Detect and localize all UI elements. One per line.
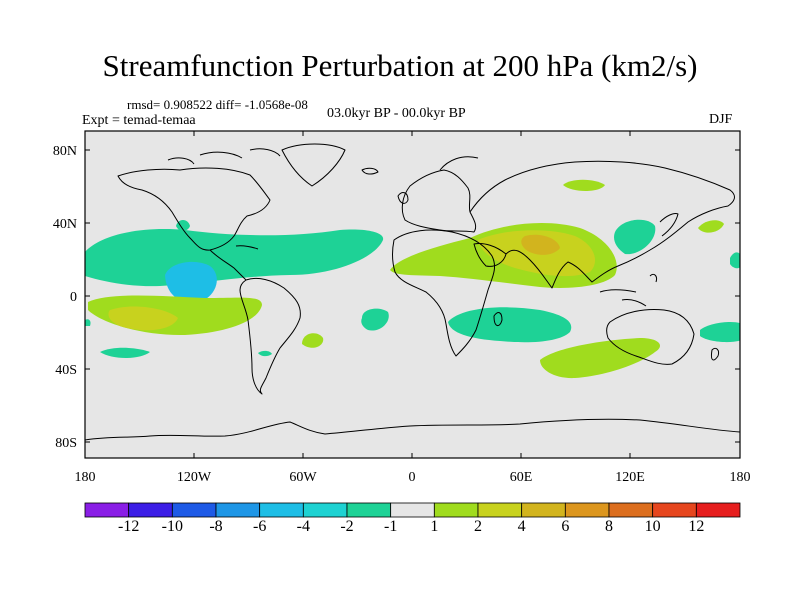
longitude-label: 120E bbox=[615, 470, 645, 485]
plot-title: Streamfunction Perturbation at 200 hPa (… bbox=[102, 48, 698, 83]
colorbar-swatch bbox=[346, 502, 392, 518]
coast-greenland bbox=[281, 143, 346, 187]
colorbar-labels: -12 -10 -8 -6 -4 -2 -1 1 2 4 6 8 10 12 bbox=[118, 518, 704, 535]
colorbar-label: -1 bbox=[384, 518, 397, 535]
colorbar-label: 8 bbox=[605, 518, 613, 535]
colorbar-swatch bbox=[564, 502, 610, 518]
colorbar-label: -4 bbox=[297, 518, 310, 535]
longitude-label: 180 bbox=[730, 470, 751, 485]
longitude-labels: 180 120W 60W 0 60E 120E 180 bbox=[75, 470, 751, 485]
latitude-label: 40N bbox=[53, 217, 77, 232]
longitude-label: 60W bbox=[289, 470, 317, 485]
colorbar-label: 4 bbox=[518, 518, 526, 535]
contour-green-small-1 bbox=[100, 347, 150, 358]
coast-uk bbox=[397, 192, 409, 204]
contour-green-indian-ocean bbox=[448, 307, 572, 343]
colorbar-swatch bbox=[128, 502, 173, 518]
contour-gold-india bbox=[521, 234, 560, 255]
contour-green-east-edge bbox=[730, 252, 740, 269]
colorbar-swatch bbox=[259, 502, 304, 518]
colorbar-swatch bbox=[695, 502, 741, 518]
longitude-label: 60E bbox=[510, 470, 533, 485]
coast-new-zealand bbox=[711, 347, 719, 361]
colorbar bbox=[84, 502, 741, 518]
season-label: DJF bbox=[709, 112, 733, 127]
coast-asia bbox=[469, 160, 735, 289]
colorbar-swatch bbox=[608, 502, 654, 518]
coast-japan bbox=[659, 213, 679, 237]
colorbar-swatch bbox=[390, 502, 435, 518]
coast-arctic-islands bbox=[167, 148, 281, 165]
colorbar-label: 1 bbox=[430, 518, 438, 535]
latitude-label: 0 bbox=[70, 290, 77, 305]
contour-green-small-2 bbox=[258, 350, 272, 357]
coast-southeast-asia-islands bbox=[599, 273, 657, 307]
coast-north-america bbox=[117, 167, 271, 251]
colorbar-swatch bbox=[477, 502, 523, 518]
longitude-label: 180 bbox=[75, 470, 96, 485]
period-label: 03.0kyr BP - 00.0kyr BP bbox=[327, 106, 466, 121]
coast-antarctica bbox=[85, 418, 740, 441]
coast-arabia bbox=[473, 243, 507, 267]
coast-australia bbox=[606, 309, 695, 365]
colorbar-label: -12 bbox=[118, 518, 139, 535]
colorbar-label: 10 bbox=[645, 518, 661, 535]
colorbar-swatch bbox=[171, 502, 217, 518]
colorbar-swatch bbox=[84, 502, 130, 518]
colorbar-label: 12 bbox=[688, 518, 704, 535]
contour-cyan-pacific bbox=[165, 261, 217, 303]
colorbar-swatch bbox=[652, 502, 697, 518]
longitude-label: 120W bbox=[177, 470, 212, 485]
coast-africa bbox=[392, 229, 495, 357]
coastlines bbox=[85, 143, 740, 441]
contour-green-southwest-pacific-2 bbox=[85, 319, 91, 326]
contour-green-south-atlantic bbox=[361, 308, 389, 331]
contour-green-argentina bbox=[302, 333, 324, 348]
contour-green-north-pacific-east bbox=[698, 220, 724, 233]
coast-iceland bbox=[361, 167, 379, 175]
contour-green-east-asia bbox=[614, 219, 656, 255]
latitude-label: 80S bbox=[55, 436, 77, 451]
colorbar-swatch bbox=[521, 502, 566, 518]
contour-green-north-pacific bbox=[85, 229, 384, 287]
colorbar-label: -8 bbox=[209, 518, 222, 535]
colorbar-swatch bbox=[302, 502, 348, 518]
contour-green-southern-ocean bbox=[540, 338, 660, 379]
colorbar-label: 2 bbox=[474, 518, 482, 535]
axis-ticks bbox=[84, 131, 741, 458]
colorbar-swatch bbox=[433, 502, 479, 518]
longitude-label: 0 bbox=[409, 470, 416, 485]
latitude-label: 40S bbox=[55, 363, 77, 378]
contour-green-gulf bbox=[176, 220, 190, 231]
contour-yellow-south-pacific bbox=[108, 306, 178, 331]
colorbar-label: -6 bbox=[253, 518, 266, 535]
latitude-label: 80N bbox=[53, 144, 77, 159]
contour-green-siberia bbox=[563, 179, 605, 191]
coast-south-america bbox=[239, 277, 301, 395]
rmsd-diff-stats: rmsd= 0.908522 diff= -1.0568e-08 bbox=[127, 97, 308, 112]
colorbar-swatch bbox=[215, 502, 261, 518]
latitude-labels: 80N 40N 0 40S 80S bbox=[53, 144, 77, 451]
contour-green-southwest-pacific bbox=[700, 322, 740, 343]
colorbar-label: -10 bbox=[162, 518, 183, 535]
experiment-label: Expt = temad-temaa bbox=[82, 113, 196, 128]
coast-scandinavia bbox=[439, 156, 479, 171]
colorbar-label: -2 bbox=[340, 518, 353, 535]
colorbar-label: 6 bbox=[561, 518, 569, 535]
coast-caribbean bbox=[235, 245, 259, 250]
coast-madagascar bbox=[493, 312, 503, 326]
coast-central-america bbox=[209, 249, 247, 281]
